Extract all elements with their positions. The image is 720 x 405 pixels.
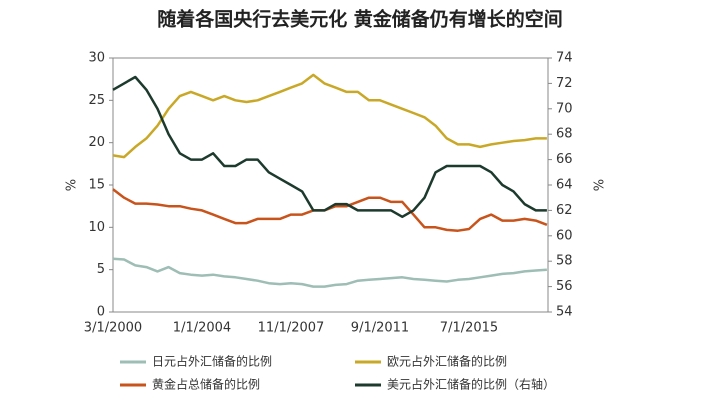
x-tick-label: 3/1/2000 (84, 321, 142, 336)
y2-tick-label: 74 (556, 51, 573, 66)
legend-label: 日元占外汇储备的比例 (152, 354, 272, 369)
y2-tick-label: 54 (556, 305, 573, 320)
x-tick-label: 1/1/2004 (173, 321, 231, 336)
y-axis-label: % (65, 179, 80, 191)
series-line (112, 188, 548, 232)
y-tick-label: 15 (88, 178, 105, 193)
x-tick-label: 7/1/2015 (440, 321, 498, 336)
y2-tick-label: 66 (556, 152, 573, 167)
y-tick-label: 10 (88, 220, 105, 235)
y-tick-label: 30 (88, 51, 105, 66)
series-line (112, 73, 547, 159)
series-line (112, 75, 547, 219)
y2-tick-label: 60 (556, 228, 573, 243)
y-tick-label: 5 (97, 262, 105, 277)
y2-tick-label: 56 (556, 279, 573, 294)
series-line (112, 257, 547, 288)
y-tick-label: 20 (88, 135, 105, 150)
chart-title: 随着各国央行去美元化 黄金储备仍有增长的空间 (157, 8, 563, 31)
legend-label: 美元占外汇储备的比例（右轴） (387, 377, 555, 392)
y2-tick-label: 70 (556, 101, 573, 116)
legend-label: 黄金占总储备的比例 (152, 377, 260, 392)
y2-tick-label: 68 (556, 127, 573, 142)
x-tick-label: 9/1/2011 (351, 321, 409, 336)
y2-axis-label: % (593, 179, 608, 191)
y-tick-label: 0 (97, 305, 105, 320)
legend-label: 欧元占外汇储备的比例 (387, 354, 507, 369)
x-tick-label: 11/1/2007 (258, 321, 325, 336)
y2-tick-label: 72 (556, 76, 573, 91)
y2-tick-label: 64 (556, 178, 573, 193)
y2-tick-label: 58 (556, 254, 573, 269)
y-tick-label: 25 (88, 93, 105, 108)
y2-tick-label: 62 (556, 203, 573, 218)
